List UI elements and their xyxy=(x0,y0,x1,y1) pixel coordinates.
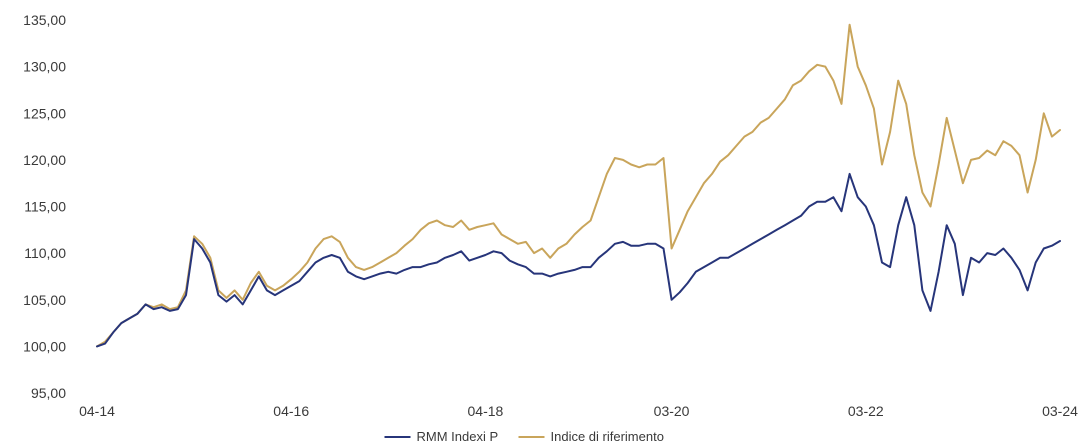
y-tick-label: 110,00 xyxy=(24,245,66,261)
y-tick-label: 130,00 xyxy=(23,59,66,75)
x-tick-label: 03-24 xyxy=(1042,403,1078,419)
legend: RMM Indexi P Indice di riferimento xyxy=(384,429,664,444)
legend-label: Indice di riferimento xyxy=(551,429,664,444)
x-tick-label: 04-14 xyxy=(79,403,115,419)
y-tick-label: 100,00 xyxy=(23,338,66,354)
x-tick-label: 04-16 xyxy=(273,403,309,419)
y-tick-label: 125,00 xyxy=(23,105,66,121)
y-axis: 95,00 100,00 105,00 110,00 115,00 120,00 125,0… xyxy=(23,12,66,401)
legend-label: RMM Indexi P xyxy=(417,429,499,444)
x-axis: 04-14 04-16 04-18 03-20 03-22 03-24 xyxy=(79,403,1078,419)
x-tick-label: 04-18 xyxy=(468,403,504,419)
y-tick-label: 115,00 xyxy=(24,199,66,215)
y-tick-label: 135,00 xyxy=(23,12,66,28)
series-layer xyxy=(96,23,1061,348)
x-tick-label: 03-22 xyxy=(848,403,884,419)
x-tick-label: 03-20 xyxy=(654,403,690,419)
series-line-indice-di-riferimento xyxy=(96,23,1061,348)
series-line-rmm-indexi-p xyxy=(96,172,1061,348)
y-tick-label: 95,00 xyxy=(31,385,66,401)
y-tick-label: 120,00 xyxy=(23,152,66,168)
y-tick-label: 105,00 xyxy=(23,292,66,308)
